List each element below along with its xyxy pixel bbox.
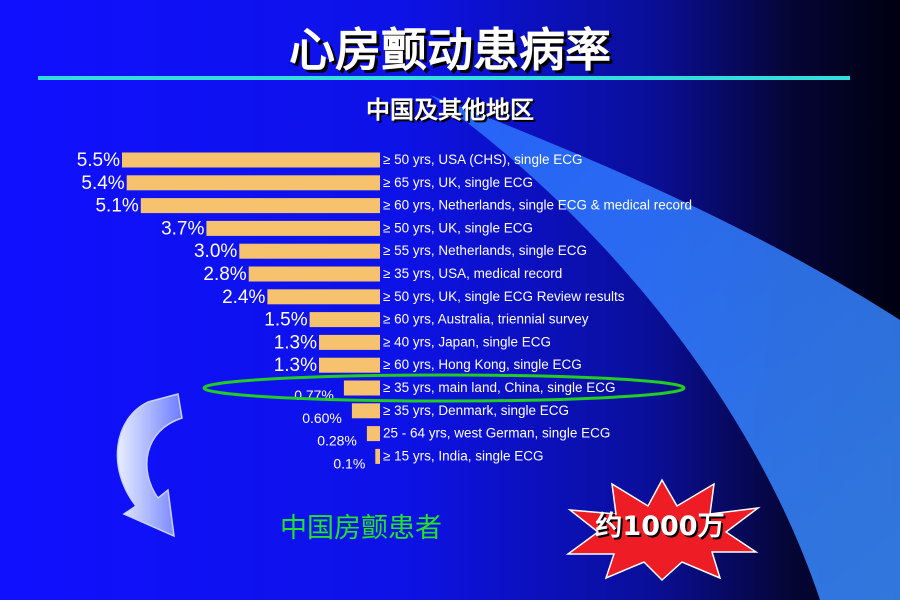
- bar-value-label-6: 2.4%: [222, 287, 265, 308]
- bar-3: [206, 220, 380, 236]
- bar-12: [366, 426, 380, 442]
- bar-value-label-8: 1.3%: [274, 332, 317, 353]
- bar-10: [343, 380, 380, 396]
- china-af-patients-label: 中国房颤患者: [280, 513, 442, 544]
- bar-value-label-3: 3.7%: [161, 218, 204, 239]
- category-label-1: ≥ 65 yrs, UK, single ECG: [383, 175, 533, 190]
- slide-title: 心房颤动患病率: [289, 23, 611, 77]
- bar-value-label-12: 0.28%: [317, 433, 357, 449]
- bar-value-label-13: 0.1%: [333, 455, 365, 471]
- china-patient-count: 约1000万: [595, 511, 725, 542]
- bar-value-label-2: 5.1%: [95, 196, 138, 217]
- category-label-4: ≥ 55 yrs, Netherlands, single ECG: [383, 243, 587, 258]
- bar-value-label-11: 0.60%: [302, 410, 342, 426]
- slide-subtitle: 中国及其他地区: [366, 96, 534, 124]
- category-label-11: ≥ 35 yrs, Denmark, single ECG: [383, 403, 569, 418]
- bar-5: [248, 266, 380, 282]
- bar-value-label-5: 2.8%: [203, 264, 246, 285]
- category-label-13: ≥ 15 yrs, India, single ECG: [383, 448, 543, 463]
- bar-6: [267, 289, 380, 305]
- bar-2: [140, 198, 380, 214]
- bar-0: [122, 152, 380, 168]
- bar-value-label-4: 3.0%: [194, 241, 237, 262]
- category-label-12: 25 - 64 yrs, west German, single ECG: [383, 426, 610, 441]
- bar-1: [126, 175, 380, 191]
- category-label-0: ≥ 50 yrs, USA (CHS), single ECG: [383, 152, 582, 167]
- curved-arrow-icon: [116, 393, 183, 538]
- bar-value-label-9: 1.3%: [274, 355, 317, 376]
- category-label-10: ≥ 35 yrs, main land, China, single ECG: [383, 380, 616, 395]
- bar-value-label-0: 5.5%: [77, 150, 120, 171]
- title-divider: [38, 76, 850, 80]
- category-label-6: ≥ 50 yrs, UK, single ECG Review results: [383, 289, 625, 304]
- bar-value-label-7: 1.5%: [264, 310, 307, 331]
- bar-value-label-1: 5.4%: [81, 173, 124, 194]
- bar-13: [375, 448, 380, 464]
- starburst-icon: [565, 478, 761, 582]
- category-label-5: ≥ 35 yrs, USA, medical record: [383, 266, 562, 281]
- category-label-9: ≥ 60 yrs, Hong Kong, single ECG: [383, 357, 582, 372]
- bar-9: [319, 357, 380, 373]
- category-label-7: ≥ 60 yrs, Australia, triennial survey: [383, 312, 589, 327]
- bar-11: [351, 403, 380, 419]
- bar-7: [309, 312, 380, 328]
- bar-4: [239, 243, 380, 259]
- category-label-3: ≥ 50 yrs, UK, single ECG: [383, 220, 533, 235]
- category-label-8: ≥ 40 yrs, Japan, single ECG: [383, 334, 551, 349]
- category-label-2: ≥ 60 yrs, Netherlands, single ECG & medi…: [383, 198, 692, 213]
- china-highlight-ellipse: [202, 373, 686, 403]
- bar-8: [319, 334, 380, 350]
